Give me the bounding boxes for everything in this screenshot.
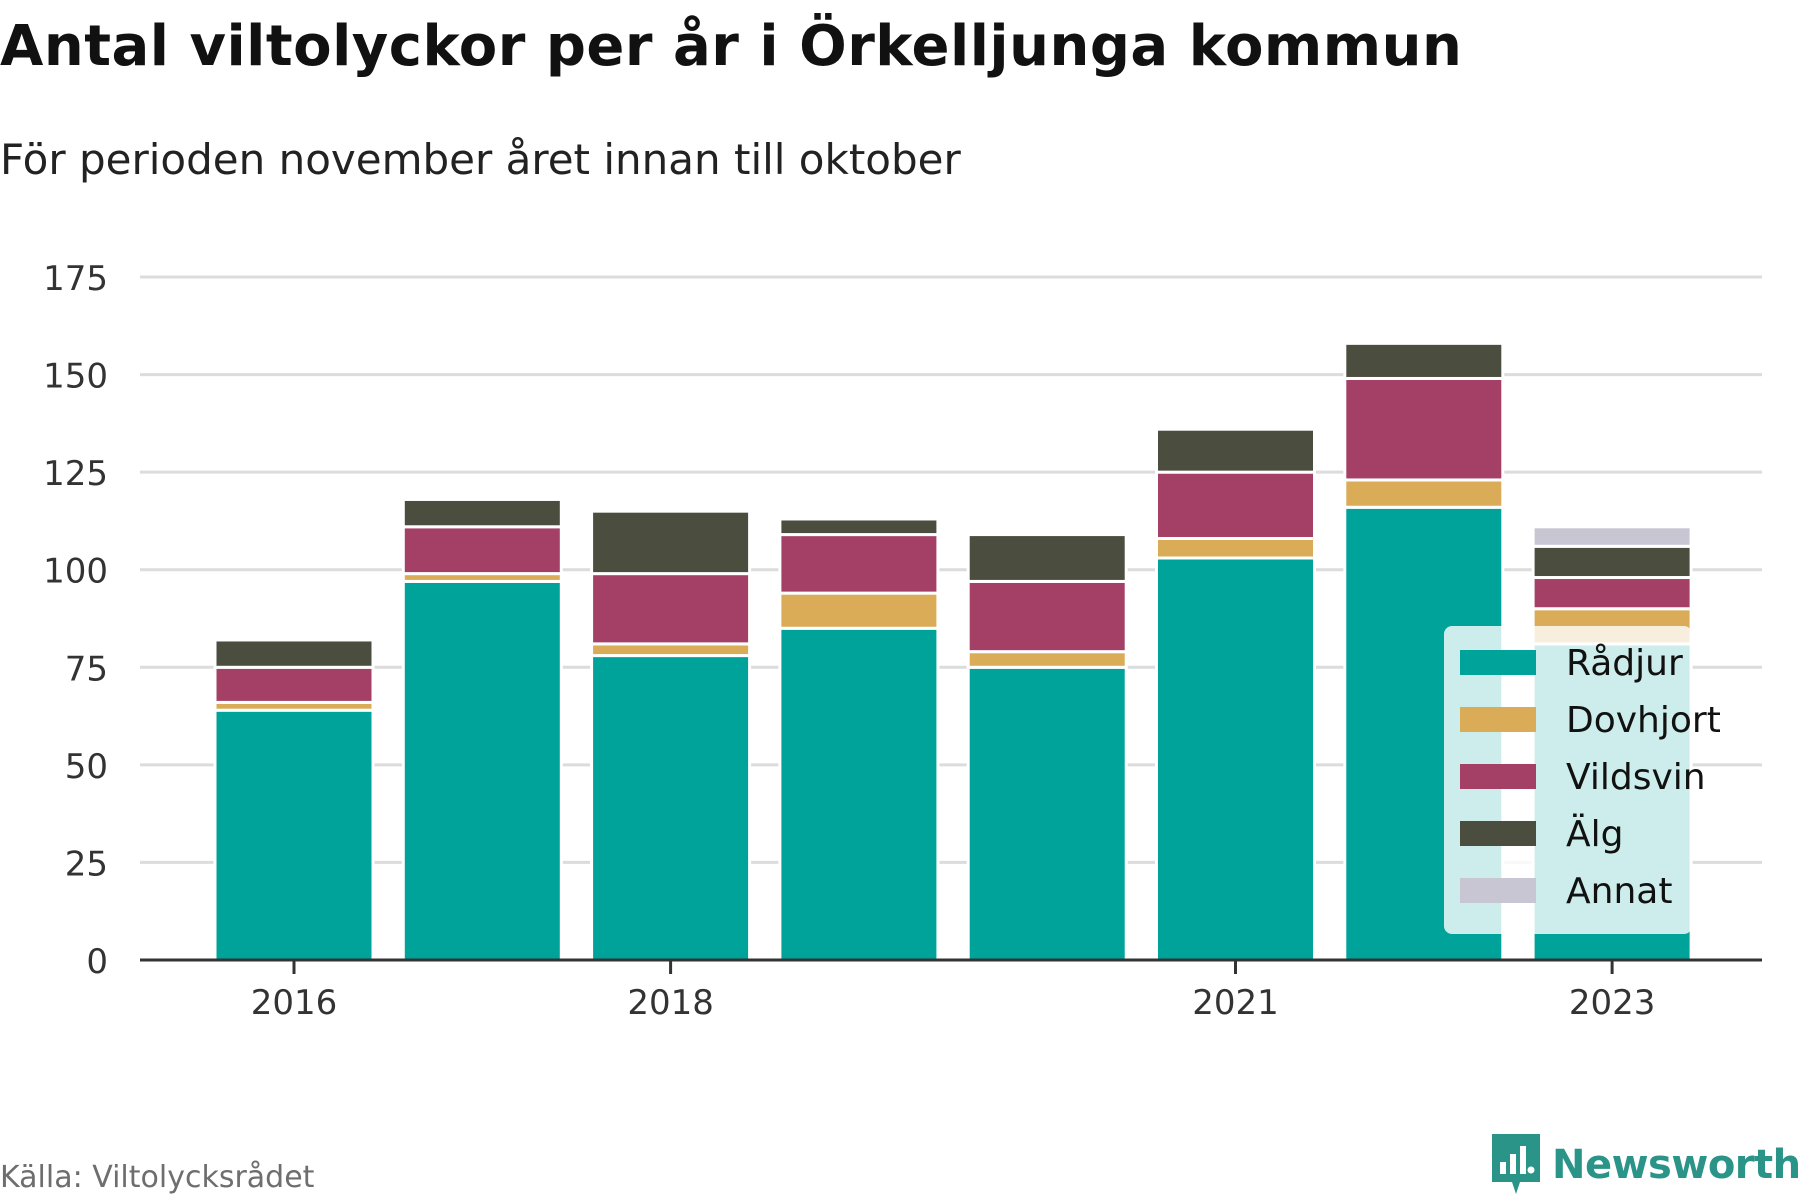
- bar-segment: [966, 533, 1128, 583]
- bar-segment: [213, 708, 375, 962]
- bar-segment: [1531, 525, 1693, 548]
- x-tick-label: 2023: [1569, 983, 1656, 1023]
- bar-segment: [966, 650, 1128, 669]
- y-tick-label: 150: [43, 357, 108, 397]
- y-tick-label: 100: [43, 552, 108, 592]
- bar-segment: [966, 579, 1128, 654]
- brand-name: Newsworthy: [1552, 1142, 1800, 1188]
- y-tick-label: 125: [43, 454, 108, 494]
- bar-segment: [590, 572, 752, 646]
- bar-segment: [1155, 536, 1316, 560]
- newsworthy-logo-icon: [1492, 1134, 1540, 1194]
- brand-logo: Newsworthy: [1492, 1134, 1800, 1196]
- y-tick-label: 75: [65, 649, 108, 689]
- bar-segment: [401, 579, 563, 962]
- x-tick-label: 2021: [1192, 983, 1279, 1023]
- bar-segment: [1155, 556, 1316, 962]
- bar-segment: [590, 509, 752, 576]
- chart-subtitle: För perioden november året innan till ok…: [0, 135, 961, 184]
- bar-segment: [966, 665, 1128, 962]
- source-note: Källa: Viltolycksrådet: [0, 1160, 315, 1195]
- legend-swatch: [1460, 764, 1536, 789]
- bar-segment: [1531, 544, 1693, 580]
- x-tick-label: 2018: [627, 983, 714, 1023]
- y-tick-label: 50: [65, 747, 108, 787]
- bar-segment: [778, 591, 940, 630]
- bar-segment: [590, 654, 752, 962]
- legend-label: Vildsvin: [1566, 757, 1706, 798]
- bar-segment: [778, 517, 940, 537]
- bar-segment: [213, 638, 375, 669]
- y-tick-label: 25: [65, 844, 108, 884]
- legend-swatch: [1460, 821, 1536, 846]
- y-tick-label: 175: [43, 259, 108, 299]
- legend-swatch: [1460, 650, 1536, 675]
- legend-label: Annat: [1566, 871, 1672, 912]
- x-tick-label: 2016: [251, 983, 338, 1023]
- bar-segment: [401, 497, 563, 529]
- bar-segment: [590, 642, 752, 658]
- bar-segment: [778, 626, 940, 962]
- bar-segment: [1343, 341, 1505, 380]
- bar-segment: [1155, 470, 1316, 540]
- y-tick-label: 0: [86, 942, 108, 982]
- legend-label: Rådjur: [1566, 643, 1683, 684]
- chart-title: Antal viltolyckor per år i Örkelljunga k…: [0, 14, 1463, 79]
- legend-swatch: [1460, 707, 1536, 732]
- bar-segment: [401, 525, 563, 576]
- legend-box: [1444, 626, 1692, 934]
- bar-segment: [213, 665, 375, 704]
- legend-swatch: [1460, 878, 1536, 903]
- bar-segment: [1343, 478, 1505, 509]
- bar-segment: [1343, 376, 1505, 482]
- bar-segment: [778, 533, 940, 595]
- legend-label: Älg: [1566, 813, 1623, 855]
- legend-label: Dovhjort: [1566, 700, 1721, 741]
- bar-segment: [1155, 427, 1316, 474]
- bar-segment: [1531, 576, 1693, 611]
